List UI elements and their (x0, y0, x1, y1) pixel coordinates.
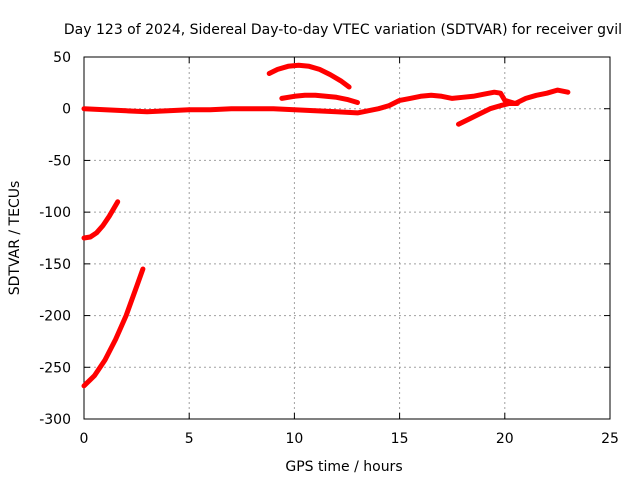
y-tick-label: 50 (53, 50, 71, 66)
y-tick-label: -250 (39, 360, 71, 376)
series-line-2 (81, 199, 121, 241)
x-tick-label: 15 (391, 431, 409, 447)
y-tick-label: -100 (39, 205, 71, 221)
series-line-3 (81, 266, 146, 389)
x-axis-label: GPS time / hours (285, 459, 402, 475)
y-tick-label: -200 (39, 309, 71, 325)
x-tick-label: 10 (285, 431, 303, 447)
y-tick-label: -300 (39, 412, 71, 428)
series-line-6 (456, 101, 520, 127)
y-tick-label: 0 (62, 102, 71, 118)
x-tick-label: 25 (601, 431, 619, 447)
series-line-4 (266, 62, 352, 90)
ticks: 0 5 10 15 20 25 50 0 -50 -100 -150 -200 -250 -300 (39, 50, 619, 447)
y-axis-label: SDTVAR / TECUs (7, 181, 23, 296)
grid (84, 57, 610, 419)
y-tick-label: -150 (39, 257, 71, 273)
x-tick-label: 20 (496, 431, 514, 447)
x-tick-label: 0 (80, 431, 89, 447)
series-group (81, 62, 571, 389)
y-tick-label: -50 (48, 153, 71, 169)
x-tick-label: 5 (185, 431, 194, 447)
chart-title: Day 123 of 2024, Sidereal Day-to-day VTE… (64, 22, 622, 38)
series-line-5 (279, 92, 360, 105)
